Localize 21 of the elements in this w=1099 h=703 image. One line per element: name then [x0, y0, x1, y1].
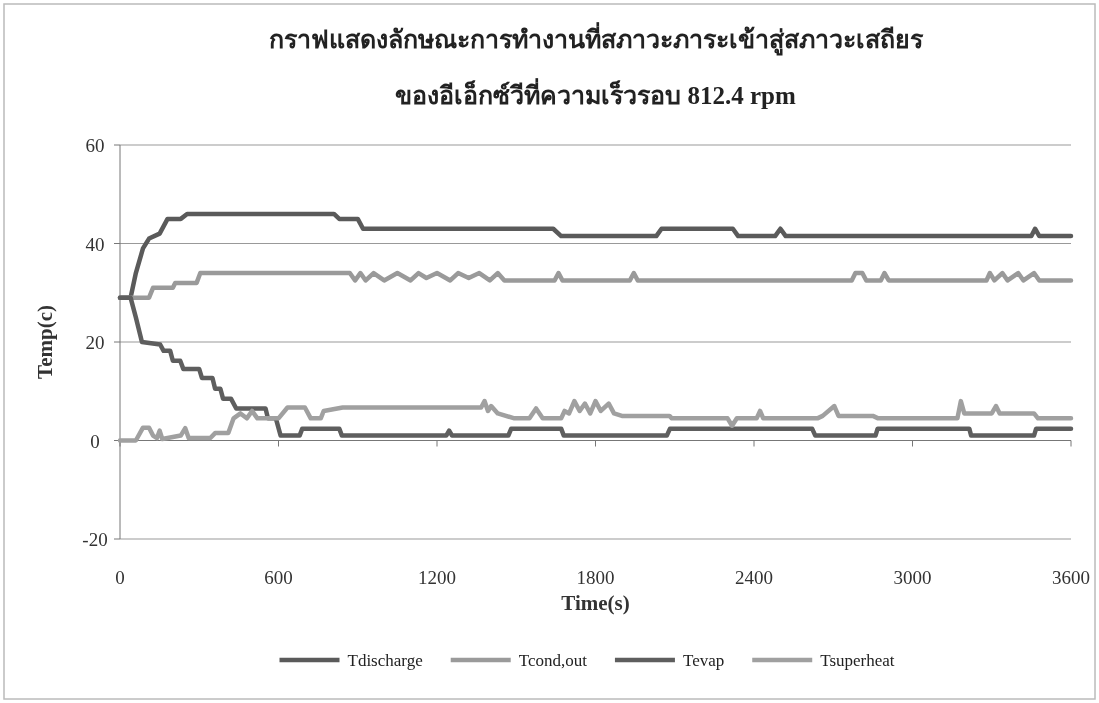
x-tick-label: 3000	[893, 567, 932, 588]
y-tick-label: -20	[82, 529, 108, 550]
legend-label: Tcond,out	[518, 651, 588, 670]
y-tick-label: 0	[90, 430, 100, 452]
y-tick-label: 40	[85, 233, 105, 255]
legend-label: Tdischarge	[347, 651, 423, 670]
chart-title: กราฟแสดงลักษณะการทำงานที่สภาวะภาระเข้าสู่สภาวะเสถียร	[268, 22, 924, 56]
x-tick-label: 3600	[1052, 567, 1090, 588]
x-axis-title: Time(s)	[561, 591, 630, 615]
y-axis-title: Temp(c)	[33, 305, 57, 379]
y-tick-label: 60	[85, 135, 105, 156]
x-tick-label: 1200	[418, 567, 456, 588]
x-tick-label: 0	[115, 567, 125, 588]
chart-subtitle: ของอีเอ็กซ์วีที่ความเร็วรอบ 812.4 rpm	[395, 78, 796, 109]
x-tick-label: 2400	[735, 567, 773, 588]
x-tick-label: 600	[264, 567, 293, 588]
line-series	[117, 398, 1074, 443]
legend-label: Tevap	[682, 651, 725, 670]
legend-label: Tsuperheat	[820, 651, 895, 670]
x-tick-label: 1800	[576, 567, 615, 588]
y-tick-label: 20	[85, 332, 105, 353]
